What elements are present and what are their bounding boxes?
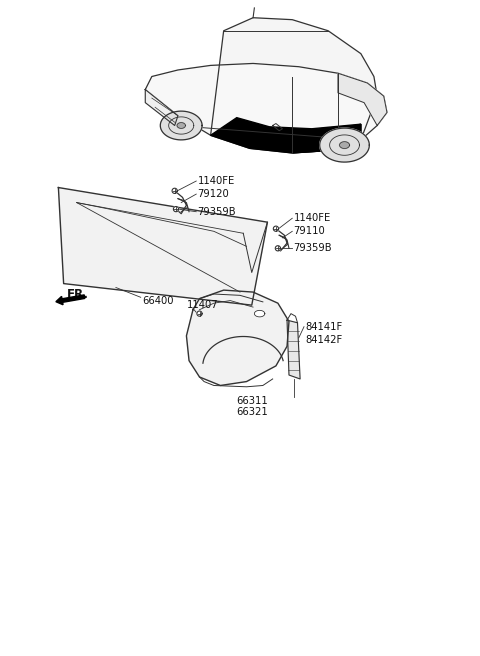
Text: 66311: 66311 <box>236 396 268 406</box>
Polygon shape <box>211 18 377 140</box>
Polygon shape <box>59 188 267 305</box>
Polygon shape <box>338 73 387 125</box>
Polygon shape <box>145 90 178 125</box>
Polygon shape <box>173 207 179 212</box>
Text: 66321: 66321 <box>236 407 268 417</box>
Polygon shape <box>145 64 387 153</box>
Text: FR.: FR. <box>67 287 89 300</box>
Polygon shape <box>186 290 289 386</box>
Polygon shape <box>211 117 361 153</box>
Text: 79359B: 79359B <box>198 207 236 216</box>
Text: 1140FE: 1140FE <box>198 176 235 186</box>
FancyArrow shape <box>56 295 85 305</box>
Polygon shape <box>254 310 265 317</box>
Text: 11407: 11407 <box>186 300 218 310</box>
Text: 79120: 79120 <box>198 189 229 199</box>
Polygon shape <box>273 226 278 232</box>
Text: 79110: 79110 <box>294 226 325 236</box>
Text: 79359B: 79359B <box>294 243 332 253</box>
Polygon shape <box>320 128 369 162</box>
Polygon shape <box>177 123 185 129</box>
Text: 84141F: 84141F <box>305 321 343 332</box>
Text: 84142F: 84142F <box>305 335 343 345</box>
Polygon shape <box>160 111 202 140</box>
Text: 1140FE: 1140FE <box>294 213 331 223</box>
Polygon shape <box>172 188 177 194</box>
Polygon shape <box>276 246 280 251</box>
Text: 66400: 66400 <box>142 296 173 306</box>
Polygon shape <box>292 124 361 153</box>
Polygon shape <box>287 320 300 379</box>
Polygon shape <box>339 142 349 148</box>
Polygon shape <box>197 311 202 316</box>
